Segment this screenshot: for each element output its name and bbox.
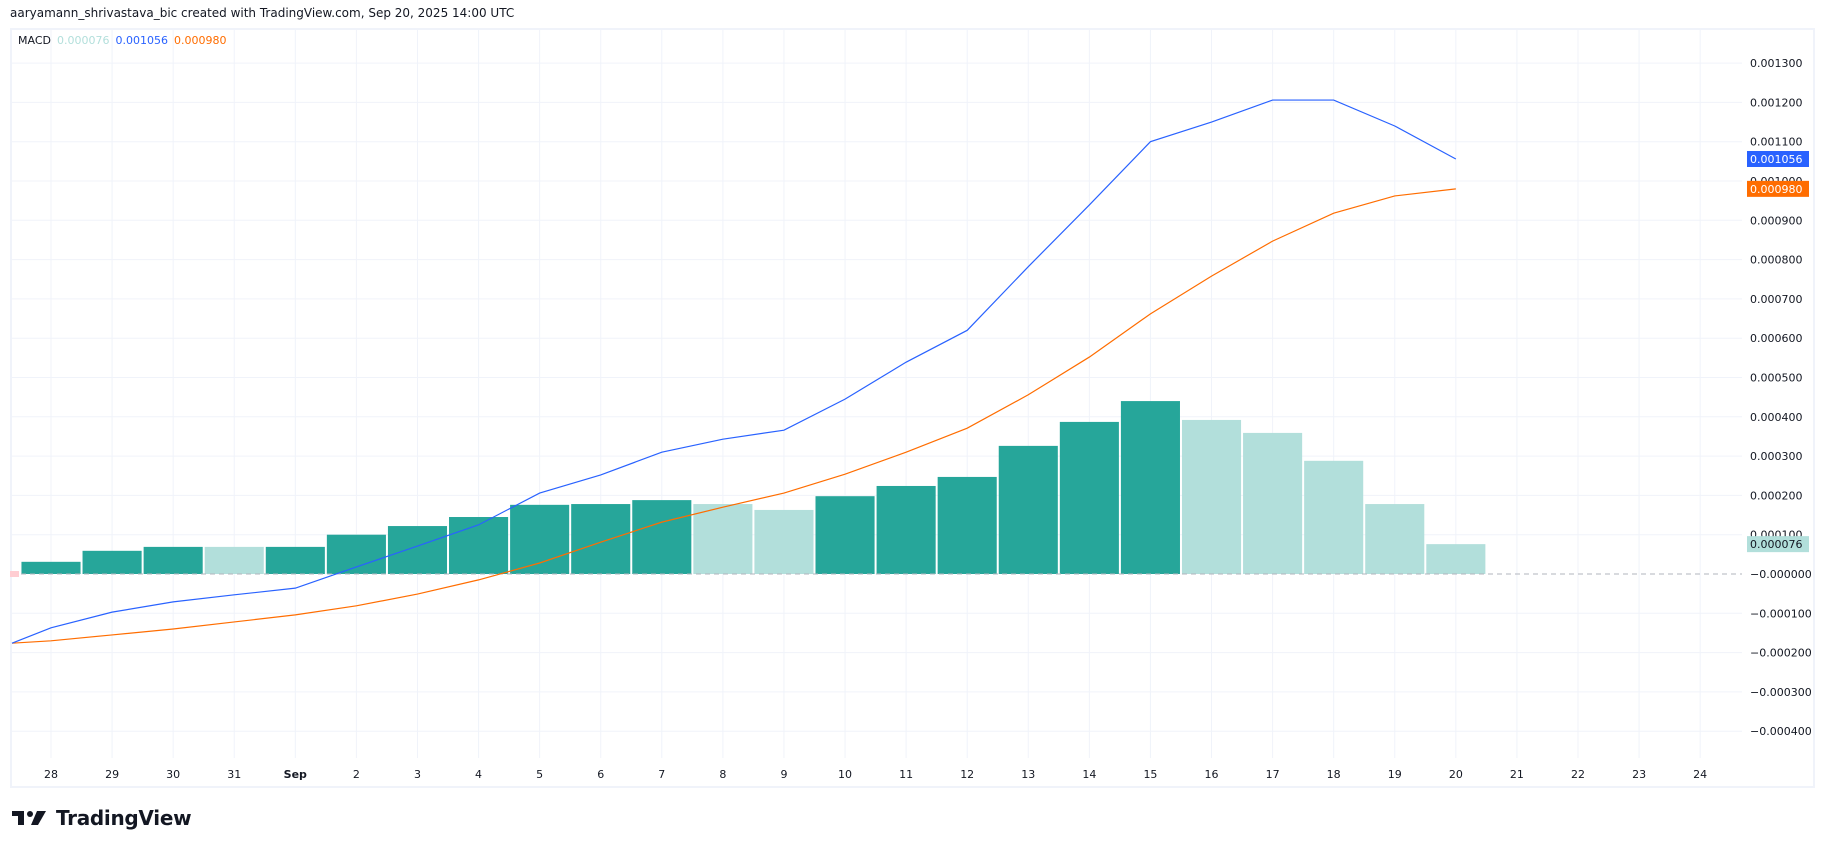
time-axis-label: 14 <box>1082 768 1096 781</box>
price-axis-label: 0.000300 <box>1750 450 1803 463</box>
signal-price-tag-text: 0.000980 <box>1750 183 1803 196</box>
histogram-bar <box>387 526 448 574</box>
time-axis-label: 8 <box>719 768 726 781</box>
zero-marker <box>10 571 19 577</box>
time-axis-label: 12 <box>960 768 974 781</box>
histogram-bar <box>937 476 997 574</box>
histogram-bar <box>998 445 1058 574</box>
price-axis-label: 0.000200 <box>1750 489 1803 502</box>
histogram-bar <box>632 500 692 574</box>
histogram-bar <box>21 561 81 574</box>
histogram-bar <box>326 534 386 574</box>
macd-line <box>11 99 1457 644</box>
histogram-bar <box>693 504 753 574</box>
price-axis-label: −0.000000 <box>1750 568 1812 581</box>
time-axis-label: 13 <box>1021 768 1035 781</box>
histogram-bar <box>1304 460 1364 574</box>
histogram-bar <box>82 550 142 574</box>
macd-price-tag-text: 0.001056 <box>1750 153 1803 166</box>
histogram-bar <box>815 496 875 574</box>
time-axis-label: 21 <box>1510 768 1524 781</box>
time-axis-label: 29 <box>105 768 119 781</box>
time-axis-label: 28 <box>44 768 58 781</box>
price-axis-label: 0.000500 <box>1750 372 1803 385</box>
tradingview-logo-icon <box>12 811 46 825</box>
histogram-bar <box>754 509 814 574</box>
histogram-bar <box>571 504 631 574</box>
legend-signal-value: 0.000980 <box>173 34 227 47</box>
indicator-legend[interactable]: MACD 0.000076 0.001056 0.000980 <box>18 34 226 47</box>
tradingview-logo[interactable]: TradingView <box>12 806 192 830</box>
grid-lines <box>12 30 1742 758</box>
price-tags: 0.001056 0.000980 0.000076 <box>1747 150 1809 553</box>
time-axis-label: 6 <box>597 768 604 781</box>
price-axis-label: 0.000700 <box>1750 293 1803 306</box>
time-axis-label: 30 <box>166 768 180 781</box>
time-axis-label: 24 <box>1693 768 1707 781</box>
attribution-text: aaryamann_shrivastava_bic created with T… <box>10 6 515 20</box>
legend-macd-value: 0.001056 <box>115 34 168 47</box>
time-axis-label: 11 <box>899 768 913 781</box>
time-axis-label: 18 <box>1327 768 1341 781</box>
time-axis-label: Sep <box>284 768 307 781</box>
histogram-bar <box>143 546 203 574</box>
histogram-bar <box>449 517 509 574</box>
histogram-bar <box>510 504 570 574</box>
histogram-bars <box>21 401 1486 574</box>
histogram-bar <box>1059 421 1119 574</box>
price-axis-label: 0.001100 <box>1750 136 1803 149</box>
time-axis-label: 17 <box>1266 768 1280 781</box>
histogram-bar <box>265 546 325 574</box>
chart-frame <box>10 28 1815 788</box>
time-axis-label: 5 <box>536 768 543 781</box>
time-axis-label: 31 <box>227 768 241 781</box>
time-axis-label: 16 <box>1205 768 1219 781</box>
tradingview-logo-text: TradingView <box>56 806 192 830</box>
signal-line <box>11 188 1456 644</box>
histogram-bar <box>1243 432 1303 574</box>
macd-price-tag <box>1747 150 1809 167</box>
histogram-bar <box>1120 401 1180 574</box>
time-axis-label: 23 <box>1632 768 1646 781</box>
time-axis-label: 3 <box>414 768 421 781</box>
histogram-bar <box>1426 544 1486 574</box>
time-axis-label: 2 <box>353 768 360 781</box>
time-axis-label: 15 <box>1143 768 1157 781</box>
price-axis-label: 0.000600 <box>1750 332 1803 345</box>
time-axis-label: 7 <box>658 768 665 781</box>
legend-histogram-value: 0.000076 <box>56 34 110 47</box>
price-axis-label: 0.001200 <box>1750 96 1803 109</box>
time-axis-label: 20 <box>1449 768 1463 781</box>
time-axis-label: 22 <box>1571 768 1585 781</box>
price-axis-label: 0.000400 <box>1750 411 1803 424</box>
time-axis-label: 4 <box>475 768 482 781</box>
price-axis-label: −0.000300 <box>1750 686 1812 699</box>
price-axis-label: 0.001300 <box>1750 57 1803 70</box>
histogram-bar <box>1365 504 1425 574</box>
time-axis-label: 10 <box>838 768 852 781</box>
price-axis-label: 0.000800 <box>1750 254 1803 267</box>
signal-price-tag <box>1747 180 1809 197</box>
histogram-price-tag <box>1747 536 1809 553</box>
histogram-bar <box>204 546 264 574</box>
time-axis-label: 9 <box>780 768 787 781</box>
histogram-price-tag-text: 0.000076 <box>1750 538 1803 551</box>
price-axis-label: −0.000200 <box>1750 647 1812 660</box>
price-axis-label: 0.000900 <box>1750 214 1803 227</box>
price-axis-label: −0.000400 <box>1750 725 1812 738</box>
price-axis-label: −0.000100 <box>1750 607 1812 620</box>
time-axis-label: 19 <box>1388 768 1402 781</box>
legend-name: MACD <box>18 34 51 47</box>
time-axis[interactable]: 28 29 30 31 Sep 2 3 4 5 6 7 8 9 10 11 12 13 14 15 16 17 18 19 2… <box>44 768 1707 781</box>
histogram-bar <box>1181 419 1242 574</box>
histogram-bar <box>876 485 936 574</box>
